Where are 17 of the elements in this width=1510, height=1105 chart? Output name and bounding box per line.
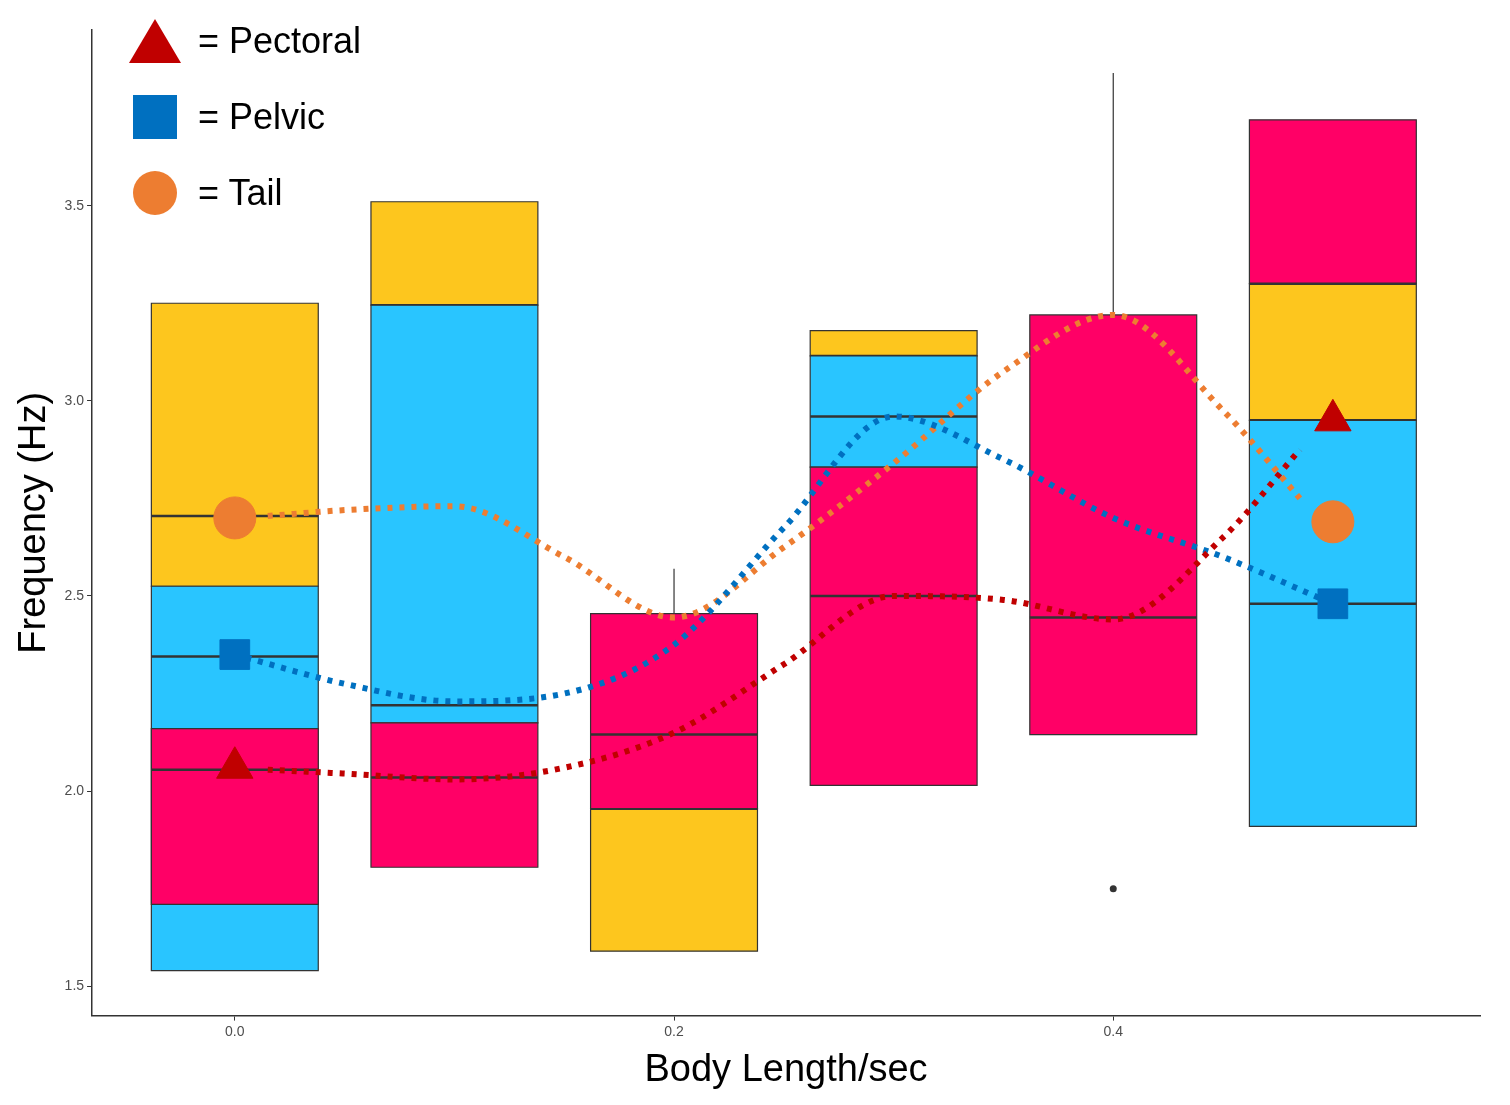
legend-label: = Pelvic (198, 96, 326, 138)
legend-label: = Pectoral (198, 20, 362, 62)
x-axis-title: Body Length/sec (644, 1046, 928, 1089)
y-tick-label: 2.5 (64, 586, 85, 603)
y-tick-label: 1.5 (64, 977, 85, 994)
x-tick-label: 0.2 (664, 1022, 684, 1039)
y-tick-label: 2.0 (64, 782, 85, 799)
y-axis-title: Frequency (Hz) (11, 391, 54, 654)
point (1317, 588, 1349, 620)
x-tick-label: 0.0 (225, 1022, 245, 1039)
point (213, 496, 257, 540)
y-tick-label: 3.0 (64, 391, 85, 408)
y-tick-label: 3.5 (64, 196, 85, 213)
x-tick-label: 0.4 (1103, 1022, 1124, 1039)
point (1311, 500, 1355, 544)
legend-label: = Tail (198, 172, 283, 214)
point (219, 639, 251, 670)
